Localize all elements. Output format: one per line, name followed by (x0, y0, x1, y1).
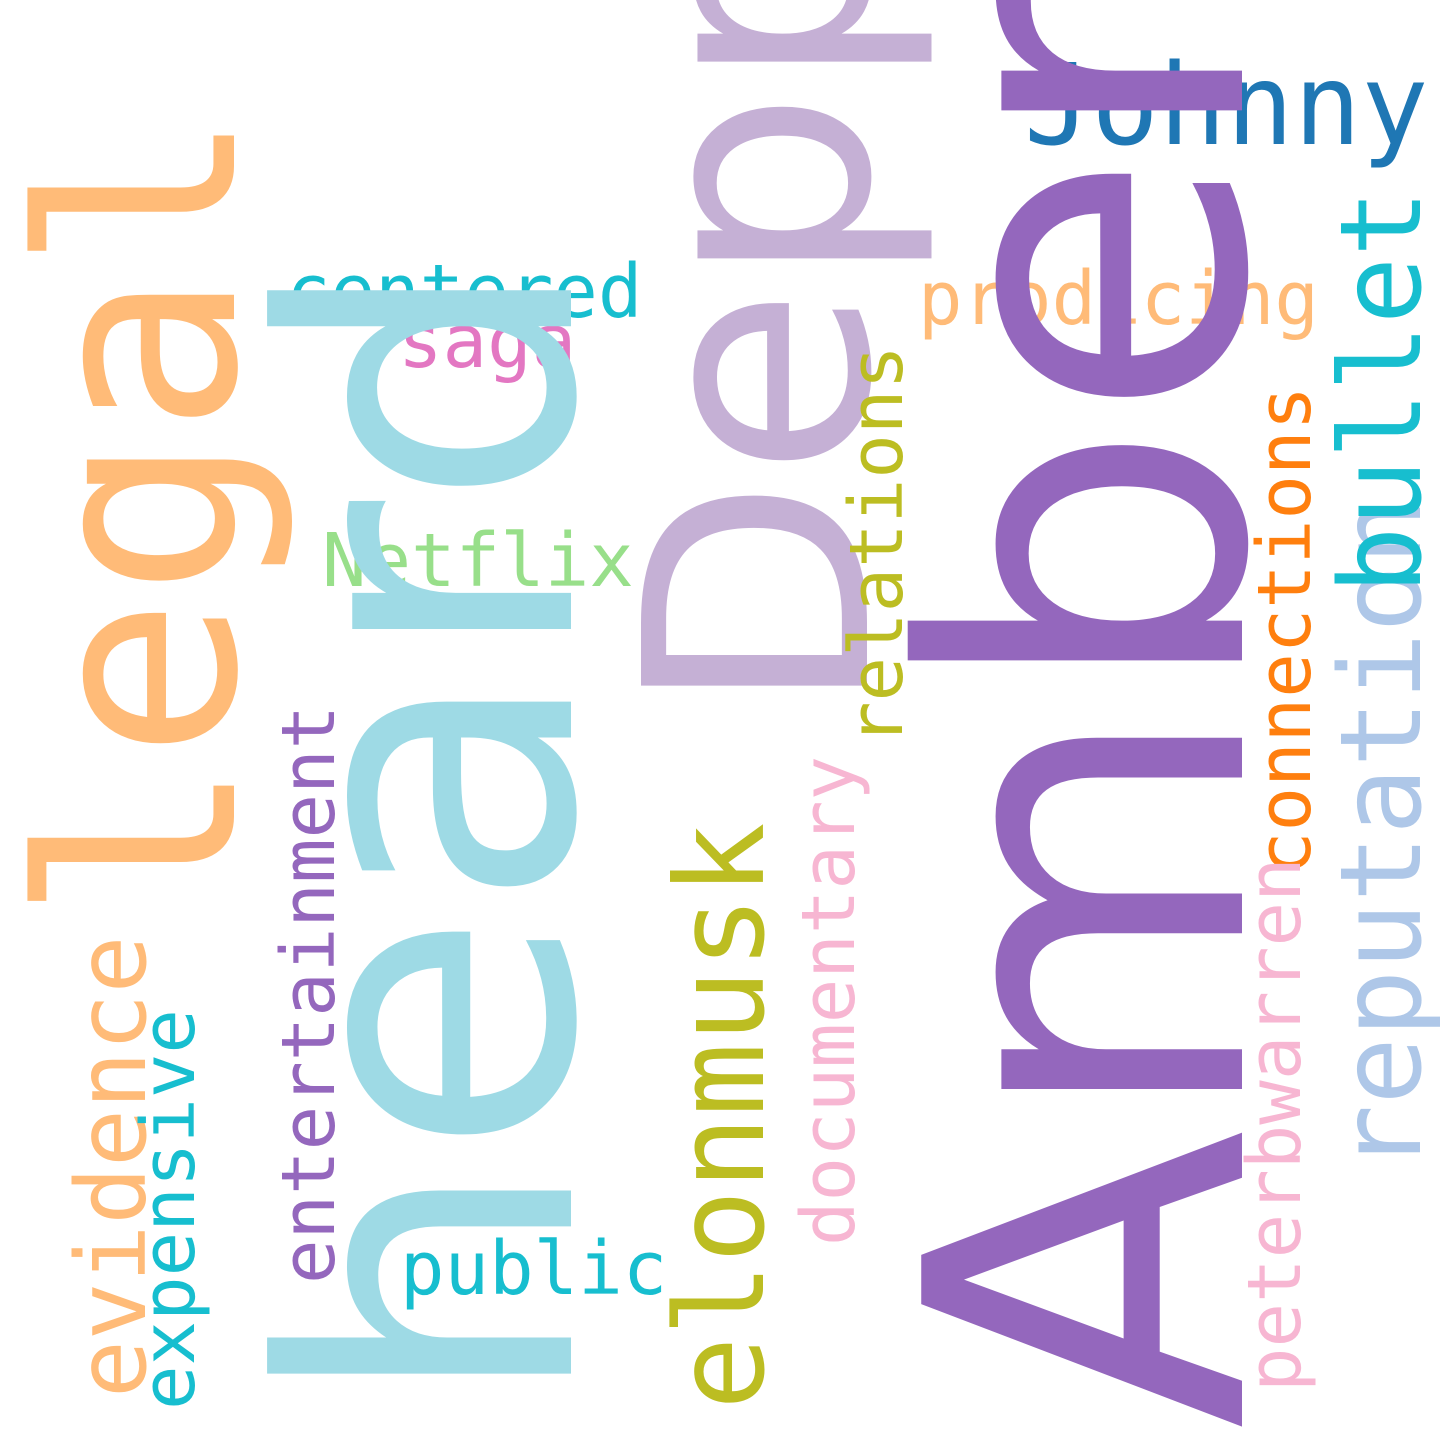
word-expensive: expensive (126, 1009, 212, 1410)
word-legal: legal (0, 109, 298, 922)
word-connections: connections (1242, 385, 1328, 876)
word-entertainment: entertainment (266, 704, 352, 1284)
word-elonmusk: elonmusk (650, 822, 792, 1410)
word-netflix: Netflix (322, 518, 634, 604)
word-saga: saga (398, 299, 577, 385)
word-peterbwarren: peterbwarren (1232, 857, 1318, 1392)
word-reputation: reputation (1317, 497, 1440, 1172)
word-public: public (400, 1226, 668, 1312)
word-bullet: bullet (1317, 189, 1440, 594)
word-johnny: Johnny (1024, 41, 1429, 171)
word-documentary: documentary (786, 755, 872, 1246)
word-relations: relations (834, 345, 920, 746)
word-centered: centered (286, 249, 643, 335)
word-prodicing: prodicing (918, 256, 1319, 342)
